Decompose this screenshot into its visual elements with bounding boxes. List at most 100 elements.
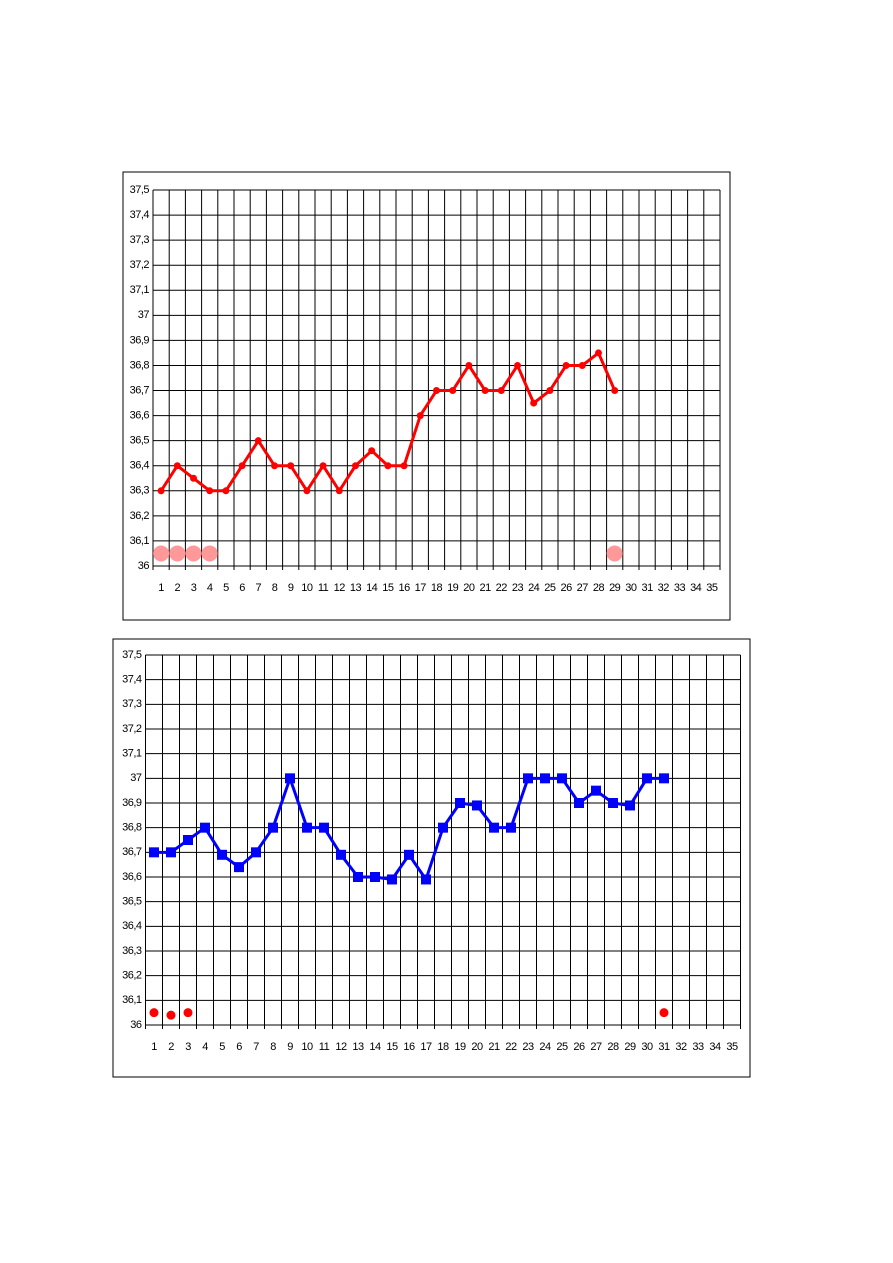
x-tick-label: 24 [539, 1041, 551, 1053]
x-tick-label: 25 [556, 1041, 568, 1053]
point [183, 1008, 193, 1018]
x-tick-label: 15 [386, 1041, 398, 1053]
point [238, 462, 246, 470]
x-tick-label: 12 [334, 582, 346, 594]
y-tick-label: 37 [130, 772, 142, 784]
x-tick-label: 14 [366, 582, 378, 594]
point [481, 387, 489, 395]
point [190, 474, 197, 482]
x-tick-label: 3 [191, 582, 197, 594]
x-tick-label: 11 [319, 1041, 330, 1053]
y-tick-label: 36,1 [130, 535, 150, 547]
x-tick-label: 4 [207, 582, 213, 594]
point [201, 545, 218, 562]
x-tick-label: 16 [398, 582, 410, 594]
point [335, 487, 343, 495]
point [404, 849, 414, 860]
x-tick-label: 13 [350, 582, 362, 594]
y-tick-label: 36,4 [130, 460, 150, 472]
y-tick-label: 36,5 [130, 435, 150, 447]
x-tick-label: 26 [573, 1041, 585, 1053]
y-tick-label: 36,3 [122, 945, 142, 957]
point [166, 847, 176, 858]
x-tick-label: 10 [301, 582, 313, 594]
y-tick-label: 36,5 [122, 896, 142, 908]
x-tick-label: 27 [577, 582, 589, 594]
y-tick-label: 36,6 [122, 871, 142, 883]
point [642, 773, 652, 784]
x-tick-label: 20 [463, 582, 475, 594]
point [384, 462, 392, 470]
x-tick-label: 3 [185, 1041, 191, 1053]
x-tick-label: 12 [335, 1041, 347, 1053]
point [222, 487, 230, 495]
y-tick-label: 37,2 [122, 723, 142, 735]
point [472, 800, 482, 811]
y-tick-label: 36,2 [122, 970, 142, 982]
y-tick-label: 37,5 [122, 649, 142, 661]
point [302, 822, 312, 833]
point [166, 1010, 176, 1020]
point [319, 822, 329, 833]
x-tick-label: 29 [624, 1041, 636, 1053]
y-tick-label: 37 [138, 309, 150, 321]
point [465, 361, 473, 369]
x-tick-label: 7 [255, 582, 261, 594]
y-tick-label: 36,8 [130, 359, 150, 371]
x-tick-label: 28 [607, 1041, 619, 1053]
x-tick-label: 31 [641, 582, 653, 594]
x-tick-label: 18 [437, 1041, 449, 1053]
point [234, 862, 244, 873]
x-tick-label: 34 [690, 582, 702, 594]
point [562, 361, 570, 369]
x-tick-label: 14 [369, 1041, 381, 1053]
x-tick-label: 19 [454, 1041, 466, 1053]
point [659, 1008, 669, 1018]
point [157, 487, 165, 495]
x-tick-label: 33 [692, 1041, 704, 1053]
series-line [159, 351, 617, 493]
x-tick-label: 19 [447, 582, 459, 594]
point [514, 361, 521, 369]
point [169, 545, 186, 562]
y-tick-label: 36,3 [130, 485, 150, 497]
x-tick-label: 5 [219, 1041, 225, 1053]
x-tick-label: 13 [352, 1041, 364, 1053]
point [370, 872, 380, 882]
x-tick-label: 30 [625, 582, 637, 594]
point [625, 800, 635, 811]
point [285, 773, 295, 784]
point [659, 773, 669, 784]
y-tick-label: 36,7 [130, 384, 150, 396]
x-tick-label: 9 [288, 582, 294, 594]
point [506, 822, 516, 833]
y-tick-label: 37,4 [130, 209, 150, 221]
point [611, 387, 619, 395]
x-tick-label: 28 [593, 582, 605, 594]
x-tick-label: 25 [544, 582, 556, 594]
point [254, 437, 262, 445]
point [540, 773, 550, 784]
point [173, 462, 181, 470]
point [200, 822, 210, 833]
point [449, 387, 457, 395]
y-tick-label: 36 [130, 1019, 142, 1031]
y-tick-label: 36,1 [122, 994, 142, 1006]
x-tick-label: 27 [590, 1041, 602, 1053]
x-tick-label: 23 [522, 1041, 534, 1053]
point [606, 545, 623, 562]
x-tick-label: 35 [706, 582, 718, 594]
point [336, 849, 346, 860]
y-tick-label: 37,2 [130, 259, 150, 271]
point [153, 545, 170, 562]
point [591, 785, 601, 796]
point [303, 487, 311, 495]
x-tick-label: 21 [479, 582, 491, 594]
x-tick-label: 22 [496, 582, 508, 594]
y-tick-label: 37,3 [130, 234, 150, 246]
x-tick-label: 31 [658, 1041, 670, 1053]
point [185, 545, 202, 562]
point [438, 822, 448, 833]
x-tick-label: 33 [674, 582, 686, 594]
point [546, 387, 554, 395]
